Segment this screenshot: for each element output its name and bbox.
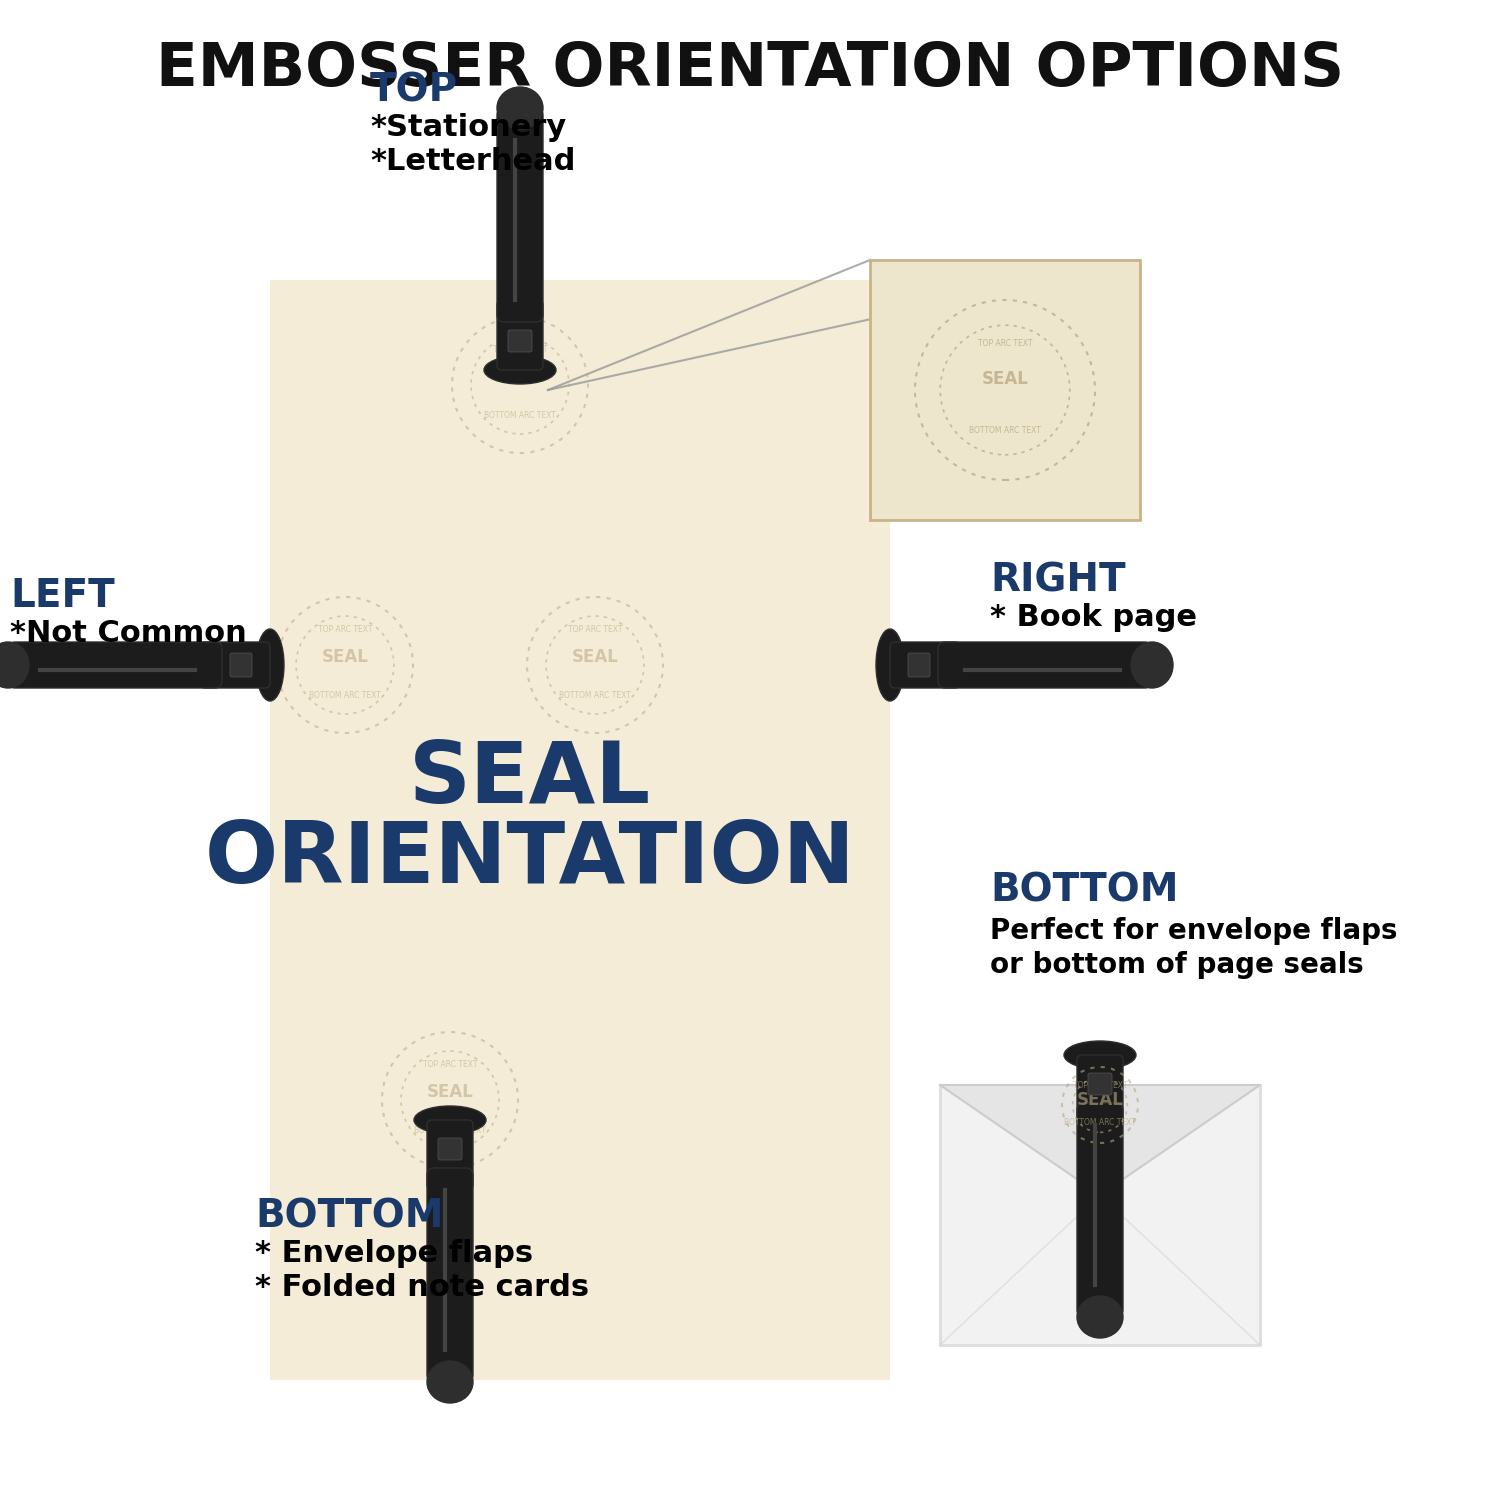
Text: * Folded note cards: * Folded note cards	[255, 1274, 590, 1302]
FancyBboxPatch shape	[938, 642, 1152, 688]
FancyBboxPatch shape	[427, 1120, 472, 1190]
Ellipse shape	[427, 1360, 472, 1402]
Text: BOTTOM ARC TEXT: BOTTOM ARC TEXT	[414, 1126, 486, 1136]
Text: BOTTOM ARC TEXT: BOTTOM ARC TEXT	[484, 411, 556, 420]
FancyBboxPatch shape	[1077, 1102, 1124, 1317]
Text: ORIENTATION: ORIENTATION	[204, 819, 855, 902]
FancyBboxPatch shape	[890, 642, 960, 688]
FancyBboxPatch shape	[496, 108, 543, 322]
Text: TOP: TOP	[370, 72, 458, 110]
FancyBboxPatch shape	[870, 260, 1140, 520]
Text: BOTTOM ARC TEXT: BOTTOM ARC TEXT	[309, 692, 381, 700]
Text: or bottom of page seals: or bottom of page seals	[990, 951, 1364, 980]
Text: TOP ARC TEXT: TOP ARC TEXT	[567, 626, 622, 634]
Ellipse shape	[496, 87, 543, 129]
Text: *Letterhead: *Letterhead	[370, 147, 576, 176]
Text: BOTTOM ARC TEXT: BOTTOM ARC TEXT	[969, 426, 1041, 435]
FancyBboxPatch shape	[8, 642, 222, 688]
Text: Perfect for envelope flaps: Perfect for envelope flaps	[990, 916, 1398, 945]
FancyBboxPatch shape	[1088, 1072, 1112, 1095]
Polygon shape	[940, 1084, 1260, 1196]
Text: *Stationery: *Stationery	[370, 112, 567, 142]
Text: BOTTOM ARC TEXT: BOTTOM ARC TEXT	[560, 692, 632, 700]
Ellipse shape	[414, 1106, 486, 1134]
Text: SEAL: SEAL	[426, 1083, 474, 1101]
FancyBboxPatch shape	[230, 652, 252, 676]
FancyBboxPatch shape	[270, 280, 890, 1380]
Text: BOTTOM: BOTTOM	[990, 871, 1179, 910]
FancyBboxPatch shape	[200, 642, 270, 688]
Text: TOP ARC TEXT: TOP ARC TEXT	[423, 1060, 477, 1070]
Text: SEAL: SEAL	[496, 368, 543, 386]
Text: TOP ARC TEXT: TOP ARC TEXT	[978, 339, 1032, 348]
Text: * Envelope flaps: * Envelope flaps	[255, 1239, 532, 1268]
Ellipse shape	[1077, 1296, 1124, 1338]
Text: SEAL: SEAL	[321, 648, 369, 666]
FancyBboxPatch shape	[496, 300, 543, 370]
Text: SEAL: SEAL	[410, 738, 651, 822]
FancyBboxPatch shape	[1077, 1054, 1124, 1125]
Text: BOTTOM ARC TEXT: BOTTOM ARC TEXT	[1064, 1118, 1136, 1126]
Text: SEAL: SEAL	[1077, 1092, 1124, 1110]
Text: TOP ARC TEXT: TOP ARC TEXT	[492, 345, 548, 354]
Text: TOP ARC TEXT: TOP ARC TEXT	[318, 626, 372, 634]
Ellipse shape	[0, 642, 28, 688]
FancyBboxPatch shape	[908, 652, 930, 676]
Text: TOP ARC TEXT: TOP ARC TEXT	[1072, 1080, 1128, 1089]
Text: RIGHT: RIGHT	[990, 562, 1125, 600]
Ellipse shape	[256, 628, 284, 700]
Text: SEAL: SEAL	[572, 648, 618, 666]
Text: LEFT: LEFT	[10, 578, 114, 615]
Ellipse shape	[876, 628, 904, 700]
FancyBboxPatch shape	[940, 1084, 1260, 1346]
Text: SEAL: SEAL	[981, 370, 1029, 388]
Ellipse shape	[1064, 1041, 1136, 1070]
Text: BOTTOM: BOTTOM	[255, 1197, 444, 1234]
Text: EMBOSSER ORIENTATION OPTIONS: EMBOSSER ORIENTATION OPTIONS	[156, 40, 1344, 99]
FancyBboxPatch shape	[427, 1168, 472, 1382]
FancyBboxPatch shape	[509, 330, 532, 352]
Ellipse shape	[484, 356, 556, 384]
Text: *Not Common: *Not Common	[10, 620, 246, 648]
Ellipse shape	[1131, 642, 1173, 688]
FancyBboxPatch shape	[438, 1138, 462, 1160]
Text: * Book page: * Book page	[990, 603, 1197, 632]
